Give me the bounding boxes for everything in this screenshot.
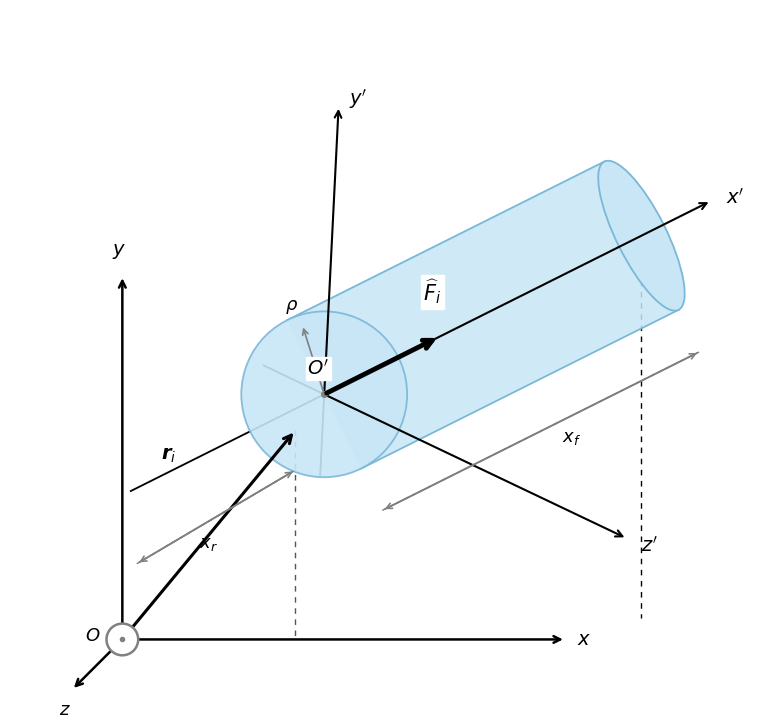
- Text: $O'$: $O'$: [308, 358, 329, 378]
- Text: $\rho$: $\rho$: [284, 298, 298, 316]
- Text: $\boldsymbol{r}_i$: $\boldsymbol{r}_i$: [161, 446, 177, 465]
- Ellipse shape: [241, 312, 407, 477]
- Text: $O$: $O$: [86, 627, 101, 645]
- Text: $\widehat{F}_i$: $\widehat{F}_i$: [423, 278, 442, 307]
- Text: $z$: $z$: [59, 701, 71, 718]
- Ellipse shape: [598, 161, 685, 311]
- Circle shape: [106, 624, 138, 655]
- Text: $x$: $x$: [577, 630, 591, 649]
- Text: $x'$: $x'$: [726, 187, 744, 207]
- Polygon shape: [287, 162, 678, 468]
- Text: $y'$: $y'$: [349, 87, 368, 111]
- Text: $z'$: $z'$: [641, 536, 658, 556]
- Text: $y$: $y$: [112, 242, 126, 261]
- Text: $x_r$: $x_r$: [200, 535, 218, 553]
- Text: $x_f$: $x_f$: [563, 429, 581, 447]
